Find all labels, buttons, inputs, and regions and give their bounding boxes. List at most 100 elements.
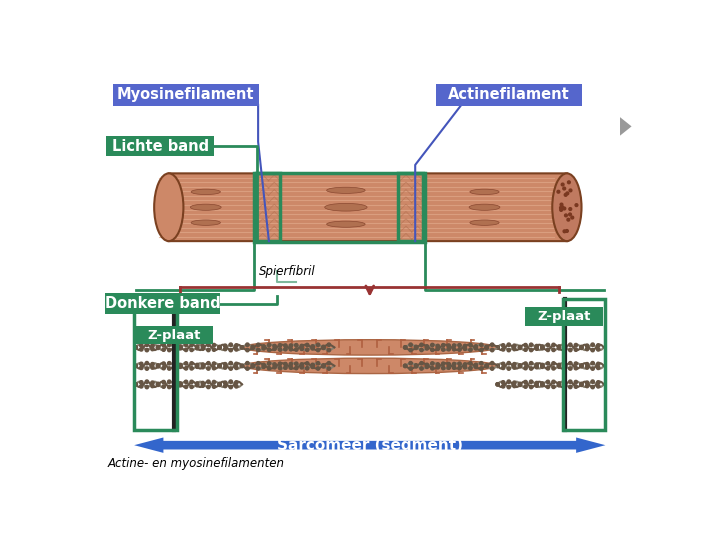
Circle shape — [267, 343, 271, 347]
Circle shape — [403, 364, 407, 368]
Circle shape — [529, 385, 533, 389]
Ellipse shape — [154, 173, 184, 241]
Text: Lichte band: Lichte band — [112, 139, 209, 154]
Circle shape — [279, 362, 282, 366]
Circle shape — [201, 363, 204, 366]
Ellipse shape — [191, 189, 220, 194]
Circle shape — [190, 385, 193, 388]
Circle shape — [403, 364, 407, 368]
Circle shape — [552, 362, 555, 365]
Circle shape — [563, 381, 567, 385]
Circle shape — [529, 348, 533, 352]
Circle shape — [513, 366, 516, 369]
Circle shape — [162, 362, 166, 365]
Circle shape — [524, 343, 527, 347]
Circle shape — [235, 344, 238, 347]
Circle shape — [496, 364, 499, 368]
Circle shape — [557, 347, 561, 350]
Circle shape — [574, 367, 577, 370]
Circle shape — [567, 218, 570, 221]
Circle shape — [426, 345, 428, 348]
Circle shape — [458, 343, 462, 347]
Circle shape — [305, 348, 309, 352]
Circle shape — [507, 348, 510, 352]
Circle shape — [168, 348, 171, 352]
Circle shape — [289, 348, 292, 351]
Circle shape — [229, 367, 233, 370]
Circle shape — [196, 345, 199, 348]
FancyBboxPatch shape — [436, 84, 582, 106]
Circle shape — [415, 346, 418, 349]
Ellipse shape — [470, 189, 499, 194]
Circle shape — [585, 362, 589, 366]
Circle shape — [267, 367, 271, 370]
Circle shape — [207, 367, 210, 370]
Circle shape — [262, 365, 266, 368]
Circle shape — [168, 367, 171, 370]
Circle shape — [546, 343, 549, 347]
Circle shape — [305, 343, 309, 347]
FancyBboxPatch shape — [135, 326, 213, 345]
Circle shape — [580, 346, 583, 349]
Circle shape — [513, 347, 516, 351]
Circle shape — [524, 362, 527, 365]
Circle shape — [262, 363, 266, 367]
Circle shape — [150, 344, 154, 347]
Circle shape — [463, 345, 467, 348]
Circle shape — [575, 204, 578, 206]
Circle shape — [327, 343, 330, 346]
Circle shape — [289, 362, 292, 366]
Circle shape — [541, 383, 544, 387]
Circle shape — [273, 366, 276, 369]
Circle shape — [409, 348, 413, 352]
Circle shape — [431, 343, 434, 347]
Circle shape — [507, 361, 510, 365]
Circle shape — [294, 362, 298, 366]
Circle shape — [223, 381, 227, 384]
Circle shape — [580, 382, 583, 386]
Circle shape — [140, 344, 143, 347]
Circle shape — [597, 344, 600, 347]
Circle shape — [403, 346, 407, 349]
FancyBboxPatch shape — [105, 294, 220, 314]
Circle shape — [184, 348, 188, 352]
Circle shape — [145, 348, 148, 352]
Circle shape — [458, 366, 462, 370]
Circle shape — [316, 362, 320, 365]
Circle shape — [409, 361, 413, 365]
Circle shape — [196, 347, 199, 350]
Circle shape — [518, 383, 522, 387]
Circle shape — [305, 362, 309, 365]
Ellipse shape — [469, 204, 500, 210]
Circle shape — [560, 203, 563, 206]
Circle shape — [485, 346, 488, 349]
Circle shape — [173, 366, 176, 369]
Circle shape — [218, 364, 221, 368]
Circle shape — [273, 345, 276, 348]
Circle shape — [557, 190, 559, 193]
Circle shape — [535, 384, 539, 387]
Ellipse shape — [190, 204, 221, 210]
Circle shape — [426, 365, 428, 368]
Circle shape — [289, 366, 292, 369]
Circle shape — [184, 343, 188, 347]
Text: Z-plaat: Z-plaat — [537, 310, 590, 323]
Circle shape — [201, 384, 204, 387]
Circle shape — [235, 366, 238, 369]
FancyBboxPatch shape — [525, 307, 603, 326]
Circle shape — [541, 363, 544, 367]
Circle shape — [524, 367, 527, 370]
Circle shape — [229, 343, 233, 346]
Circle shape — [173, 347, 176, 350]
Circle shape — [420, 362, 423, 365]
Circle shape — [452, 348, 456, 351]
Circle shape — [322, 364, 325, 368]
Circle shape — [513, 344, 516, 347]
Circle shape — [179, 383, 182, 387]
Circle shape — [452, 344, 456, 347]
Circle shape — [190, 348, 193, 352]
Circle shape — [240, 364, 243, 368]
Circle shape — [229, 348, 233, 352]
Circle shape — [518, 346, 522, 349]
Circle shape — [458, 348, 462, 351]
